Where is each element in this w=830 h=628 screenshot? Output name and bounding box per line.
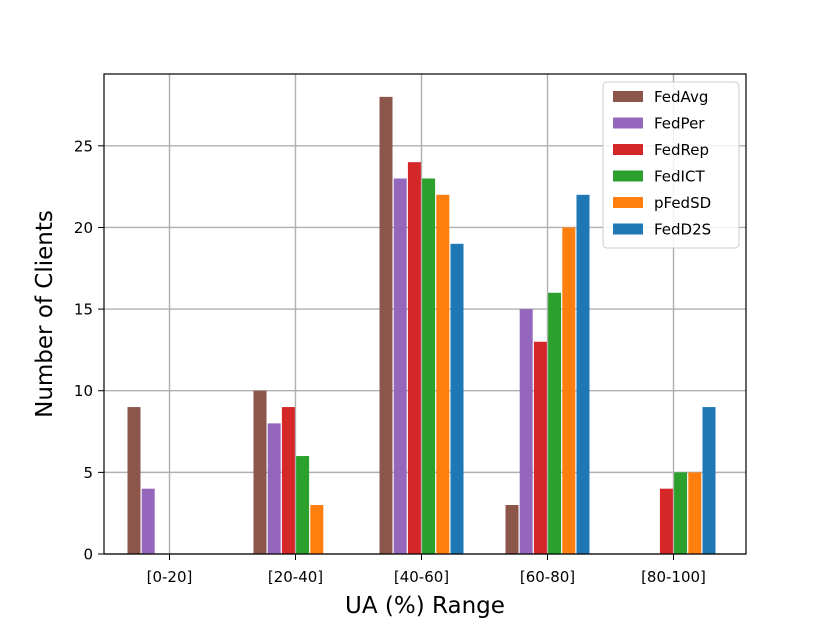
legend-label-fedper: FedPer bbox=[654, 115, 705, 133]
bar-pfedsd-4 bbox=[688, 472, 702, 554]
bar-fedict-2 bbox=[422, 178, 436, 554]
bar-fedper-3 bbox=[519, 309, 533, 554]
legend-swatch-fedict bbox=[613, 170, 643, 182]
bar-fedper-2 bbox=[393, 178, 407, 554]
y-tick-label: 25 bbox=[74, 137, 93, 155]
bar-fedavg-3 bbox=[505, 505, 519, 554]
bar-fedict-1 bbox=[296, 456, 310, 554]
bar-fedrep-3 bbox=[533, 341, 547, 554]
bars bbox=[127, 96, 716, 555]
bar-fedrep-1 bbox=[281, 407, 295, 554]
x-tick-label: [40-60] bbox=[394, 568, 449, 586]
bar-fedd2s-4 bbox=[702, 407, 716, 554]
bar-pfedsd-2 bbox=[436, 194, 450, 554]
x-axis-label: UA (%) Range bbox=[345, 593, 505, 619]
bar-fedrep-2 bbox=[407, 162, 421, 554]
legend-swatch-fedrep bbox=[613, 144, 643, 155]
legend-label-fedrep: FedRep bbox=[654, 141, 709, 159]
y-tick-label: 0 bbox=[83, 546, 93, 564]
x-tick-label: [0-20] bbox=[147, 568, 193, 586]
y-tick-label: 15 bbox=[74, 301, 93, 319]
legend-label-fedavg: FedAvg bbox=[654, 88, 708, 106]
y-tick-label: 10 bbox=[74, 382, 93, 400]
legend: FedAvg FedPer FedRep FedICT pFedSD FedD2S bbox=[602, 81, 740, 249]
bar-fedavg-0 bbox=[127, 407, 141, 554]
bar-fedavg-1 bbox=[253, 390, 267, 554]
bar-fedict-3 bbox=[548, 292, 562, 554]
y-axis-label: Number of Clients bbox=[32, 210, 58, 418]
bar-fedper-1 bbox=[267, 423, 281, 554]
bar-fedrep-4 bbox=[659, 488, 673, 554]
ticks: 0 5 10 15 20 25 [0-20] [20-40] [40-60] [60-80] [80… bbox=[74, 137, 706, 586]
bar-fedavg-2 bbox=[379, 96, 393, 554]
y-tick-label: 5 bbox=[83, 464, 93, 482]
bar-pfedsd-1 bbox=[310, 505, 324, 554]
plot-frame bbox=[103, 73, 747, 555]
legend-label-fedd2s: FedD2S bbox=[654, 221, 711, 239]
legend-swatch-fedd2s bbox=[613, 223, 643, 235]
y-tick-label: 20 bbox=[74, 219, 93, 237]
bar-fedict-4 bbox=[674, 472, 688, 554]
legend-swatch-fedavg bbox=[613, 91, 643, 102]
legend-label-fedict: FedICT bbox=[654, 168, 705, 186]
bar-fedd2s-3 bbox=[576, 194, 590, 554]
x-tick-label: [80-100] bbox=[641, 568, 706, 586]
bar-fedd2s-2 bbox=[450, 243, 464, 555]
x-tick-label: [60-80] bbox=[520, 568, 575, 586]
legend-swatch-fedper bbox=[613, 117, 643, 129]
x-tick-label: [20-40] bbox=[268, 568, 323, 586]
bar-fedper-0 bbox=[141, 488, 155, 554]
bar-pfedsd-3 bbox=[562, 227, 576, 554]
legend-swatch-pfedsd bbox=[613, 197, 643, 208]
legend-label-pfedsd: pFedSD bbox=[654, 194, 711, 212]
